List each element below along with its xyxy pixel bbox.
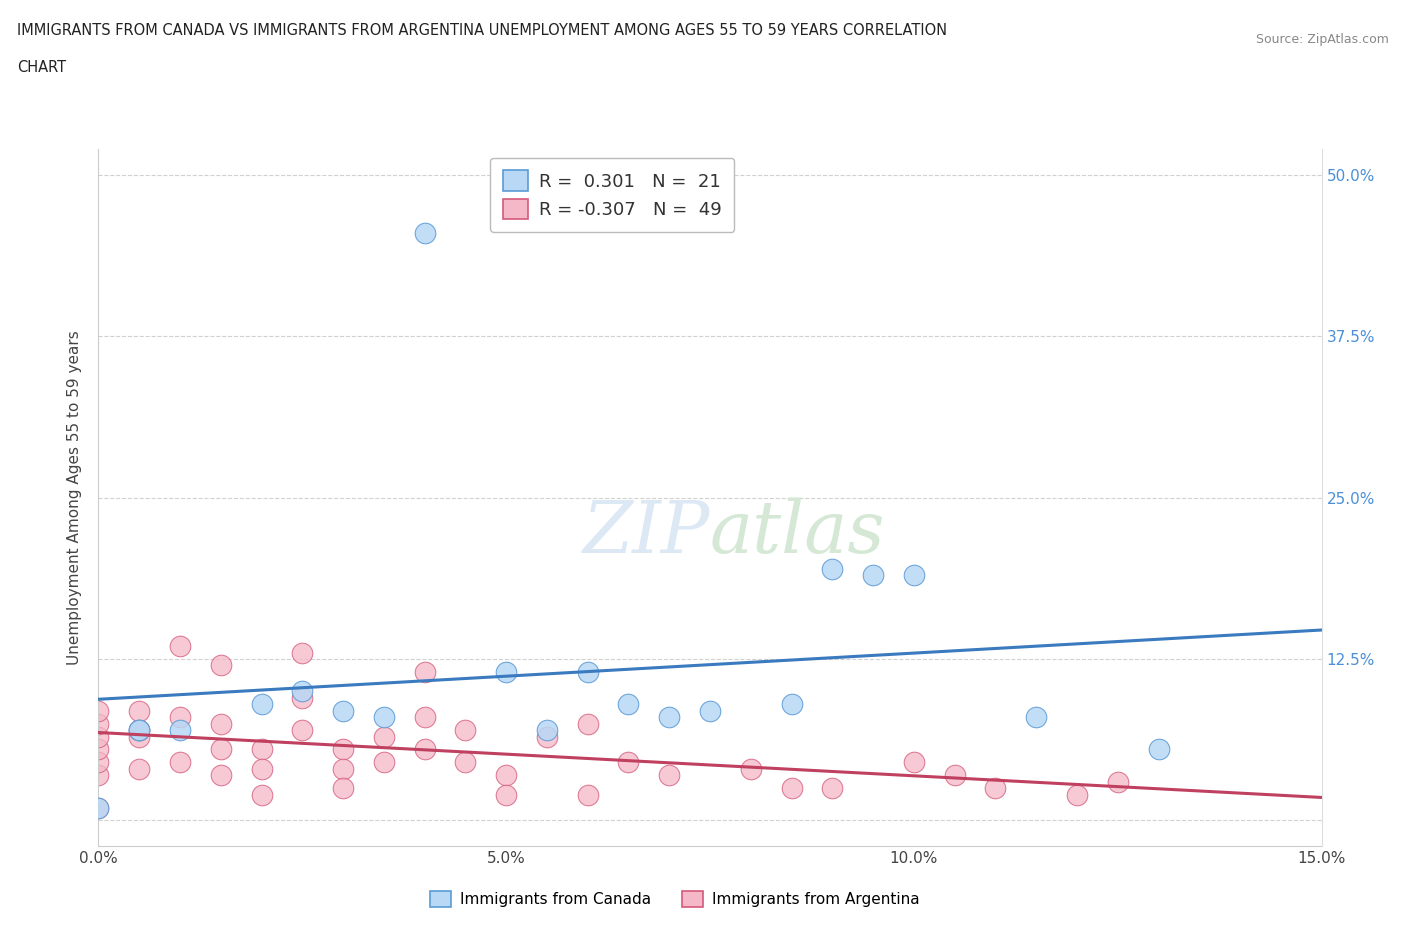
Point (87, 703, 110, 718)
Point (617, 697, 640, 711)
Point (87, 755, 110, 770)
Point (373, 710, 395, 724)
Point (209, 658, 232, 673)
Text: IMMIGRANTS FROM CANADA VS IMMIGRANTS FROM ARGENTINA UNEMPLOYMENT AMONG AGES 55 T: IMMIGRANTS FROM CANADA VS IMMIGRANTS FRO… (17, 23, 948, 38)
Legend: R =  0.301   N =  21, R = -0.307   N =  49: R = 0.301 N = 21, R = -0.307 N = 49 (491, 158, 734, 232)
Text: ZIP: ZIP (582, 498, 710, 567)
Point (128, 723, 150, 737)
Point (250, 787, 273, 802)
Point (821, 781, 844, 796)
Point (291, 645, 314, 660)
Point (1107, 775, 1129, 790)
Point (128, 723, 150, 737)
Point (658, 768, 681, 783)
Point (984, 781, 1007, 796)
Point (169, 723, 191, 737)
Point (1147, 742, 1170, 757)
Point (536, 729, 558, 744)
Point (169, 755, 191, 770)
Point (821, 561, 844, 576)
Point (903, 567, 925, 582)
Point (87, 768, 110, 783)
Point (454, 723, 477, 737)
Point (576, 716, 599, 731)
Point (1025, 710, 1047, 724)
Text: Source: ZipAtlas.com: Source: ZipAtlas.com (1256, 33, 1389, 46)
Point (332, 762, 354, 777)
Point (576, 665, 599, 680)
Point (780, 781, 803, 796)
Point (495, 665, 517, 680)
Point (576, 787, 599, 802)
Point (943, 768, 966, 783)
Point (291, 723, 314, 737)
Point (250, 762, 273, 777)
Point (495, 768, 517, 783)
Point (536, 723, 558, 737)
Point (617, 755, 640, 770)
Point (169, 639, 191, 654)
Point (413, 225, 436, 240)
Y-axis label: Unemployment Among Ages 55 to 59 years: Unemployment Among Ages 55 to 59 years (67, 330, 83, 665)
Point (903, 755, 925, 770)
Point (128, 703, 150, 718)
Point (87, 729, 110, 744)
Point (209, 716, 232, 731)
Point (780, 697, 803, 711)
Point (87, 716, 110, 731)
Point (291, 690, 314, 705)
Point (291, 684, 314, 698)
Point (373, 729, 395, 744)
Point (454, 755, 477, 770)
Point (1066, 787, 1088, 802)
Point (169, 710, 191, 724)
Point (87, 800, 110, 815)
Legend: Immigrants from Canada, Immigrants from Argentina: Immigrants from Canada, Immigrants from … (423, 884, 927, 913)
Point (413, 710, 436, 724)
Point (128, 729, 150, 744)
Point (495, 787, 517, 802)
Point (87, 742, 110, 757)
Point (128, 762, 150, 777)
Point (658, 710, 681, 724)
Point (740, 762, 762, 777)
Point (862, 567, 884, 582)
Text: atlas: atlas (710, 498, 886, 567)
Point (413, 742, 436, 757)
Point (209, 768, 232, 783)
Point (332, 742, 354, 757)
Point (250, 697, 273, 711)
Point (87, 800, 110, 815)
Point (373, 755, 395, 770)
Text: CHART: CHART (17, 60, 66, 75)
Point (332, 781, 354, 796)
Point (209, 742, 232, 757)
Point (699, 703, 721, 718)
Point (413, 665, 436, 680)
Point (250, 742, 273, 757)
Point (332, 703, 354, 718)
Point (128, 723, 150, 737)
